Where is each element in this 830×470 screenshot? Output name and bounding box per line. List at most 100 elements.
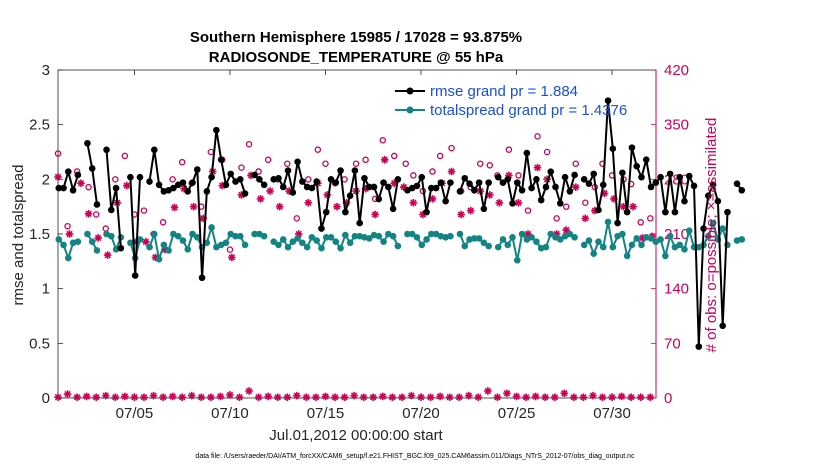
- x-tick-label: 07/20: [402, 405, 440, 422]
- series-rmse-point: [394, 176, 402, 183]
- series-spread-point: [279, 236, 287, 243]
- obs-possible-marker: [515, 172, 522, 179]
- obs-bottom-marker: [54, 393, 62, 402]
- series-spread-point: [628, 241, 636, 249]
- series-rmse-point: [203, 188, 211, 195]
- series-spread-point: [408, 230, 416, 238]
- obs-assimilated-marker: [77, 179, 85, 188]
- obs-possible-marker: [264, 156, 272, 164]
- series-rmse-point: [370, 183, 378, 191]
- obs-assimilated-marker: [275, 202, 284, 211]
- obs-possible-marker: [362, 156, 369, 164]
- obs-assimilated-marker: [333, 202, 341, 211]
- obs-assimilated-marker: [495, 198, 504, 207]
- series-spread-point: [709, 219, 717, 227]
- series-rmse-point: [738, 186, 746, 194]
- obs-bottom-marker: [646, 393, 655, 402]
- series-rmse-point: [351, 167, 359, 174]
- series-spread-point: [318, 244, 325, 252]
- series-spread-point: [299, 239, 306, 247]
- obs-bottom-marker: [92, 393, 101, 402]
- series-spread-point: [380, 238, 387, 245]
- obs-assimilated-marker: [533, 163, 542, 172]
- obs-possible-marker: [121, 152, 129, 160]
- series-rmse-point: [475, 179, 483, 186]
- series-spread-point: [165, 247, 172, 254]
- x-tick-label: 07/15: [307, 405, 345, 422]
- obs-assimilated-marker: [228, 253, 236, 262]
- series-spread-point: [681, 246, 688, 253]
- obs-bottom-marker: [531, 392, 540, 401]
- series-rmse-point: [294, 158, 301, 166]
- obs-assimilated-marker: [447, 167, 456, 176]
- series-rmse-point: [342, 208, 349, 216]
- obs-possible-marker: [64, 222, 71, 230]
- series-spread-point: [494, 243, 502, 251]
- obs-bottom-marker: [550, 393, 559, 402]
- obs-bottom-marker: [417, 393, 425, 402]
- series-rmse-point: [571, 171, 578, 179]
- series-spread-point: [423, 236, 430, 243]
- series-rmse-point: [380, 179, 387, 186]
- series-rmse-point: [189, 179, 196, 186]
- series-rmse-point: [724, 208, 731, 216]
- obs-bottom-marker: [101, 391, 110, 400]
- series-rmse-point: [537, 196, 545, 204]
- series-spread-point: [528, 233, 535, 241]
- obs-possible-marker: [448, 144, 455, 152]
- obs-bottom-marker: [636, 393, 645, 402]
- y-right-tick-label: 420: [664, 62, 689, 79]
- obs-bottom-marker: [321, 392, 330, 401]
- series-rmse-point: [666, 170, 674, 178]
- series-rmse-point: [127, 173, 134, 181]
- obs-possible-marker: [379, 137, 387, 144]
- obs-possible-marker: [92, 211, 100, 218]
- series-spread-point: [346, 239, 354, 247]
- series-rmse-point: [471, 186, 478, 194]
- obs-bottom-marker: [178, 393, 186, 402]
- obs-bottom-marker: [359, 393, 368, 402]
- obs-bottom-marker: [121, 392, 129, 401]
- series-spread-point: [351, 232, 359, 240]
- series-rmse-point: [705, 192, 712, 200]
- series-rmse-point: [55, 184, 63, 192]
- series-spread-point: [146, 243, 153, 251]
- series-spread-point: [332, 238, 340, 245]
- series-rmse-point: [418, 173, 426, 181]
- series-rmse: [55, 97, 746, 350]
- series-spread-point: [590, 250, 598, 257]
- footer-data-file: data file: /Users/raeder/DAI/ATM_forcXX/…: [195, 453, 635, 460]
- obs-possible-marker: [54, 150, 62, 157]
- x-axis-label: Jul.01,2012 00:00:00 start: [269, 427, 443, 444]
- series-rmse-point: [260, 181, 268, 189]
- obs-assimilated-marker: [170, 203, 179, 212]
- series-spread-point: [222, 239, 230, 247]
- obs-bottom-marker: [541, 393, 549, 402]
- series-rmse-point: [184, 188, 192, 195]
- obs-assimilated-marker: [371, 210, 379, 219]
- obs-possible-marker: [505, 146, 513, 153]
- series-spread-point: [208, 224, 215, 231]
- series-rmse-point: [595, 206, 602, 214]
- obs-assimilated-marker: [256, 195, 265, 203]
- series-rmse-point: [332, 179, 340, 186]
- series-rmse-point: [65, 168, 72, 175]
- series-spread-point: [599, 243, 607, 251]
- series-spread-point: [556, 236, 564, 243]
- series-rmse-point: [604, 97, 612, 104]
- series-spread-point: [375, 232, 383, 240]
- obs-assimilated-marker: [189, 202, 198, 211]
- obs-assimilated-marker: [103, 251, 112, 259]
- obs-assimilated-marker: [304, 198, 313, 207]
- series-rmse-point: [681, 197, 688, 205]
- series-spread-point: [485, 242, 492, 250]
- y-left-tick-label: 0: [42, 390, 50, 407]
- obs-bottom-marker: [245, 387, 253, 395]
- series-spread-point: [609, 243, 617, 251]
- series-rmse-point: [150, 146, 158, 154]
- obs-bottom-marker: [369, 393, 378, 402]
- series-rmse-point: [499, 179, 507, 186]
- series-spread-point: [595, 238, 602, 245]
- series-spread-point: [174, 232, 182, 240]
